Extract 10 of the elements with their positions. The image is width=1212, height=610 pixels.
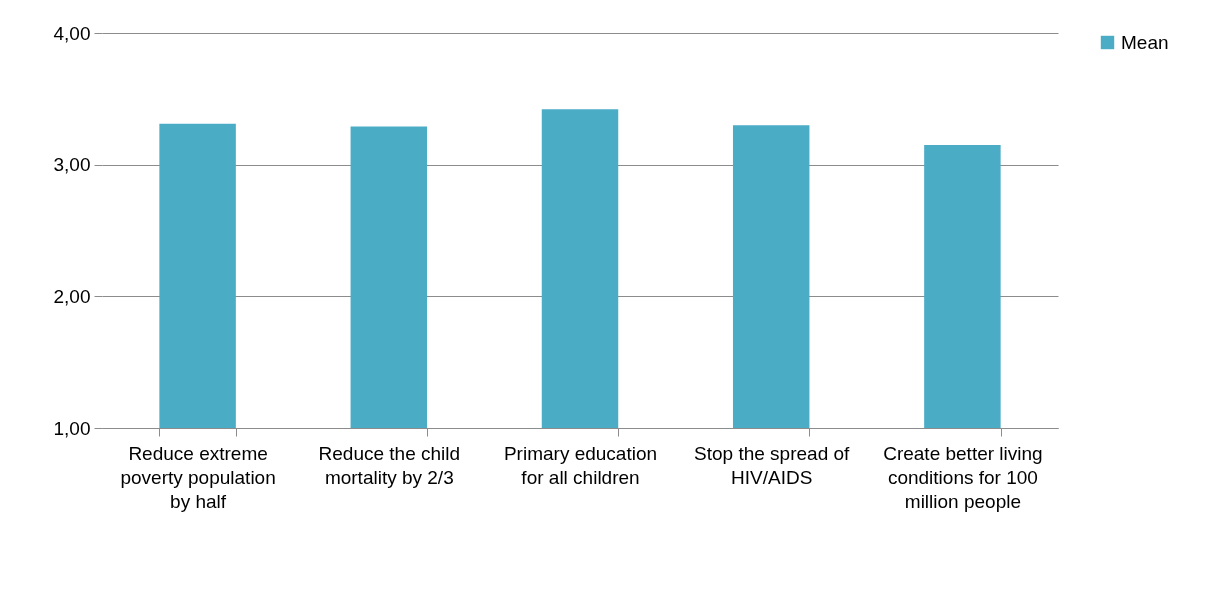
x-tick-label: Reduce the child mortality by 2/3 [318, 442, 461, 488]
x-tick-label: Reduce extreme poverty population by half [120, 442, 276, 512]
x-tick-label: Stop the spread of HIV/AIDS [694, 442, 851, 488]
y-tick-label: 3,00 [53, 154, 91, 176]
x-tick-label: Create better living conditions for 100 million people [883, 442, 1043, 512]
x-tick-label: Primary education for all children [503, 442, 658, 488]
y-tick-label: 4,00 [53, 22, 91, 44]
legend-label: Mean [1121, 31, 1169, 53]
y-tick-label: 1,00 [53, 417, 91, 439]
y-tick-label: 2,00 [53, 285, 91, 307]
